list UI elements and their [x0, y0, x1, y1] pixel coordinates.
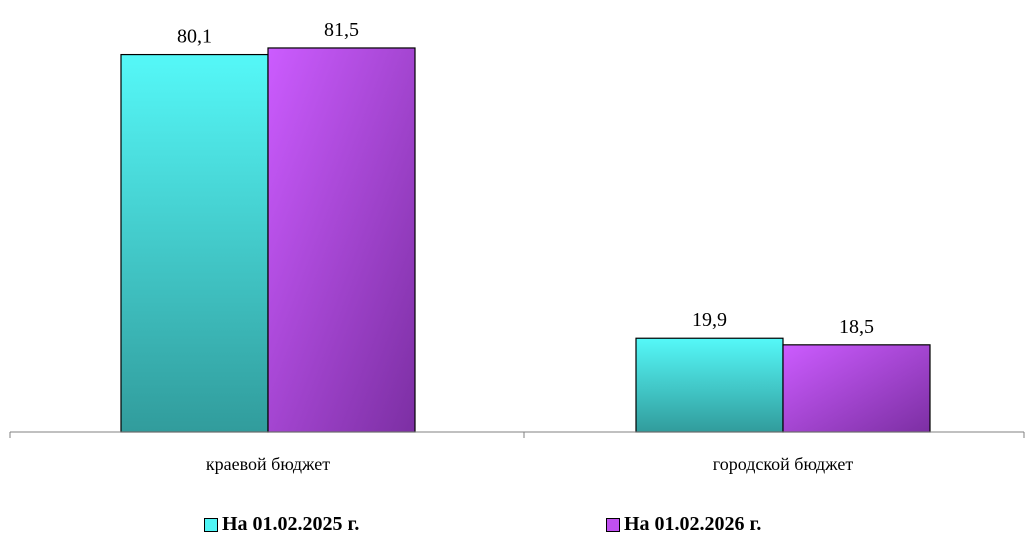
bars-layer: [120, 47, 931, 433]
x-axis: [9, 431, 1025, 438]
data-label-series-1-cat-1: 80,1: [177, 26, 212, 48]
legend-swatch-series-1: [204, 517, 218, 532]
legend-item-series-2: На 01.02.2026 г.: [606, 513, 761, 536]
bar-series-2-cat-1: [267, 47, 416, 433]
legend-label-series-2: На 01.02.2026 г.: [624, 513, 762, 535]
bar-series-2-cat-2: [782, 344, 931, 433]
data-label-series-1-cat-2: 19,9: [692, 309, 727, 331]
category-label-1: краевой бюджет: [206, 454, 330, 474]
data-label-series-2-cat-2: 18,5: [839, 316, 874, 338]
legend-swatch-series-2: [606, 517, 620, 532]
category-label-2: городской бюджет: [713, 454, 854, 474]
bar-series-1-cat-1: [120, 53, 269, 433]
bar-series-1-cat-2: [635, 337, 784, 433]
data-labels: 80,1 81,5 19,9 18,5: [177, 19, 874, 338]
data-label-series-2-cat-1: 81,5: [324, 19, 359, 41]
legend: На 01.02.2025 г. На 01.02.2026 г.: [0, 513, 1029, 539]
legend-label-series-1: На 01.02.2025 г.: [222, 513, 360, 535]
legend-item-series-1: На 01.02.2025 г.: [204, 513, 359, 536]
category-labels: краевой бюджет городской бюджет: [206, 454, 853, 474]
